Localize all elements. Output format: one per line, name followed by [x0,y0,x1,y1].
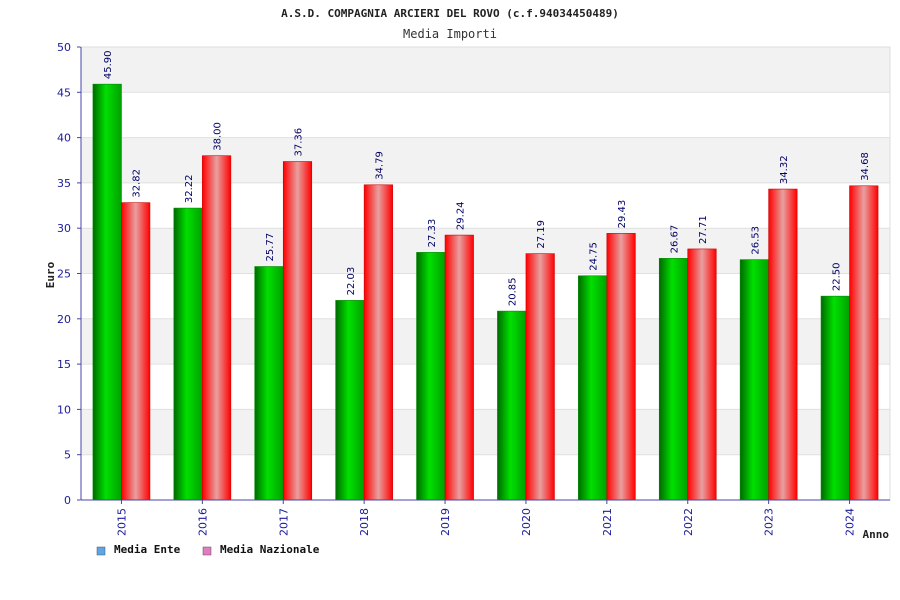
data-label-media-ente: 24.75 [589,242,600,271]
data-label-media-nazionale: 32.82 [132,169,143,198]
data-label-media-ente: 27.33 [427,219,438,248]
x-tick-label: 2020 [520,508,533,536]
x-tick-label: 2016 [196,508,209,536]
y-tick-label: 10 [57,403,71,416]
data-label-media-nazionale: 37.36 [294,128,305,157]
data-label-media-nazionale: 29.24 [455,201,466,230]
bars-group [92,83,879,501]
x-tick-label: 2018 [358,508,371,536]
y-tick-label: 40 [57,132,71,145]
bar-media-ente [578,275,608,501]
y-tick-label: 50 [57,41,71,54]
x-axis-label: Anno [863,528,890,541]
data-label-media-nazionale: 34.79 [374,151,385,180]
chart-title: A.S.D. COMPAGNIA ARCIERI DEL ROVO (c.f.9… [281,7,619,20]
x-tick-label: 2017 [277,508,290,536]
data-label-media-ente: 45.90 [103,51,114,80]
chart-subtitle: Media Importi [403,27,497,41]
bar-media-nazionale [768,188,798,501]
bar-media-nazionale [282,161,313,501]
data-label-media-nazionale: 34.68 [860,152,871,181]
data-label-media-ente: 32.22 [184,174,195,203]
x-tick-label: 2015 [115,508,128,536]
y-axis-label: Euro [44,261,57,288]
bar-media-nazionale [444,234,474,501]
bar-media-nazionale [687,248,717,501]
legend: Media Ente Media Nazionale [96,543,320,556]
data-label-media-nazionale: 27.19 [536,220,547,249]
plot-band [81,92,890,138]
bar-media-ente [497,310,527,501]
x-tick-label: 2022 [682,508,695,536]
bar-media-nazionale [202,155,232,501]
y-tick-label: 35 [57,177,71,190]
data-label-media-ente: 22.50 [831,263,842,292]
bar-media-ente [416,252,446,501]
x-tick-label: 2019 [439,508,452,536]
data-label-media-nazionale: 29.43 [617,200,628,229]
plot-band [81,47,890,93]
x-tick-label: 2024 [844,508,857,536]
bar-media-ente [820,295,850,501]
y-tick-label: 45 [57,86,71,99]
legend-label-media-nazionale: Media Nazionale [220,543,320,556]
bar-media-ente [658,258,689,501]
bar-media-ente [173,207,203,501]
data-label-media-ente: 22.03 [346,267,357,296]
bar-media-ente [739,259,769,501]
y-tick-label: 20 [57,313,71,326]
legend-swatch-media-nazionale [202,546,212,556]
data-label-media-ente: 26.53 [750,226,761,255]
data-label-media-ente: 20.85 [508,277,519,306]
y-tick-label: 30 [57,222,71,235]
bar-media-ente [92,83,122,501]
data-label-media-nazionale: 27.71 [698,215,709,244]
data-label-media-ente: 26.67 [670,225,681,254]
x-tick-label: 2023 [763,508,776,536]
y-tick-label: 0 [64,494,71,507]
bar-media-ente [335,300,365,501]
bar-media-ente [254,266,284,501]
labels: 0 5 10 15 20 25 30 35 40 45 50 45.90 32.82 2015 32.22 3… [57,41,871,536]
y-tick-label: 5 [64,449,71,462]
data-label-media-nazionale: 34.32 [779,155,790,184]
data-label-media-ente: 25.77 [265,233,276,262]
legend-swatch-media-ente [96,546,106,556]
bar-media-nazionale [849,185,879,501]
bar-media-nazionale [363,184,393,501]
data-label-media-nazionale: 38.00 [213,122,224,151]
bar-media-nazionale [525,253,555,501]
bar-media-nazionale [121,202,151,501]
bar-media-nazionale [606,233,636,501]
y-tick-label: 25 [57,268,71,281]
x-tick-label: 2021 [601,508,614,536]
legend-label-media-ente: Media Ente [114,543,181,556]
axes [77,46,891,504]
y-tick-label: 15 [57,358,71,371]
